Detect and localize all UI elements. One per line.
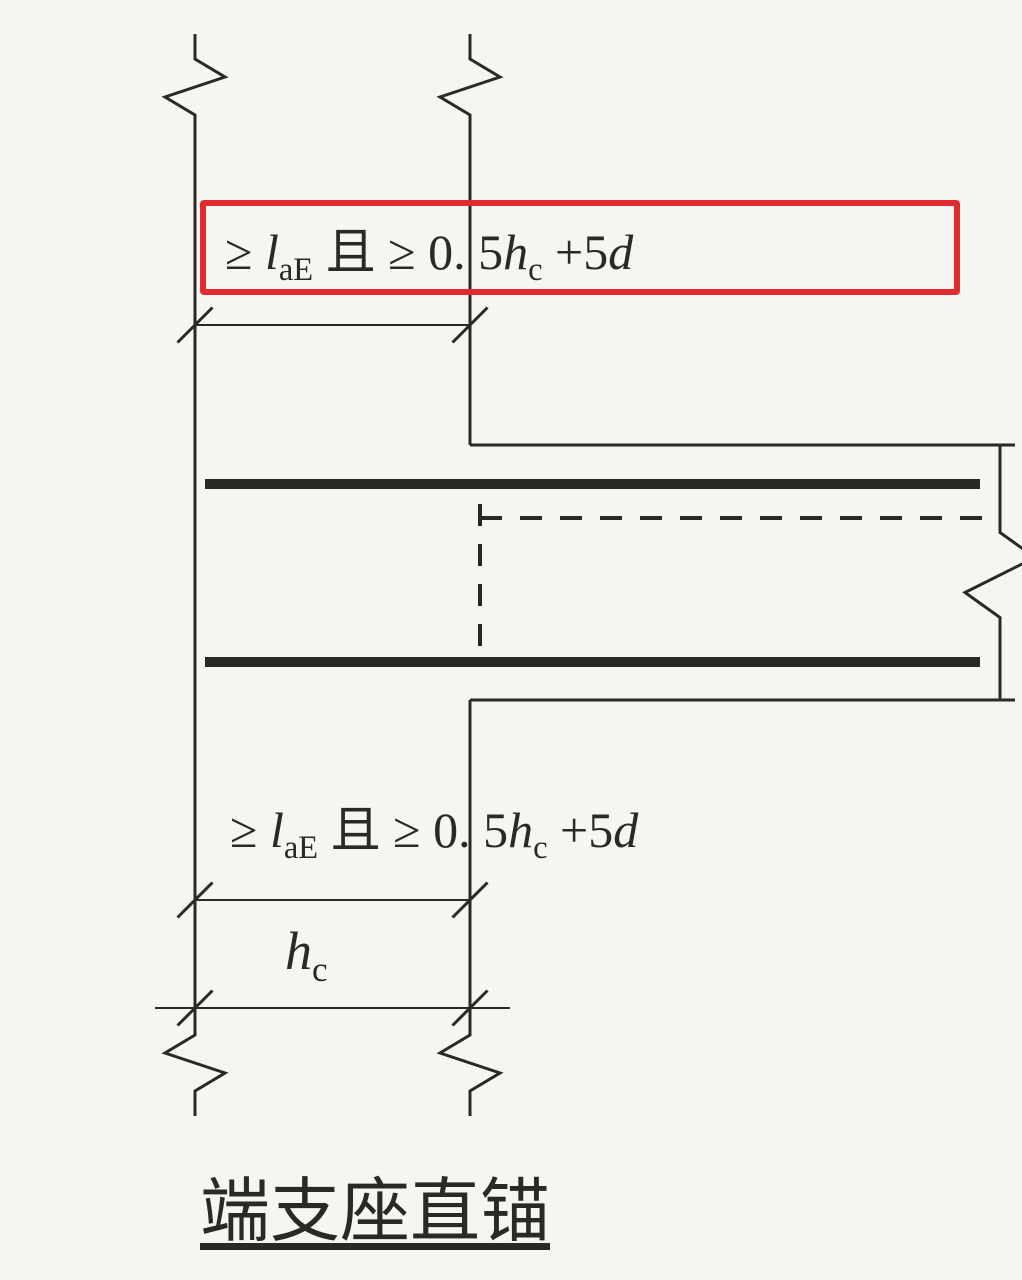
formula-bottom: ≥ laE 且 ≥ 0. 5hc +5d (230, 790, 638, 867)
diagram-caption: 端支座直锚 (200, 1155, 550, 1256)
hc-label: hc (285, 920, 328, 990)
engineering-diagram: ≥ laE 且 ≥ 0. 5hc +5d ≥ laE 且 ≥ 0. 5hc +5… (0, 0, 1022, 1280)
formula-top: ≥ laE 且 ≥ 0. 5hc +5d (225, 212, 633, 289)
diagram-svg (0, 0, 1022, 1280)
